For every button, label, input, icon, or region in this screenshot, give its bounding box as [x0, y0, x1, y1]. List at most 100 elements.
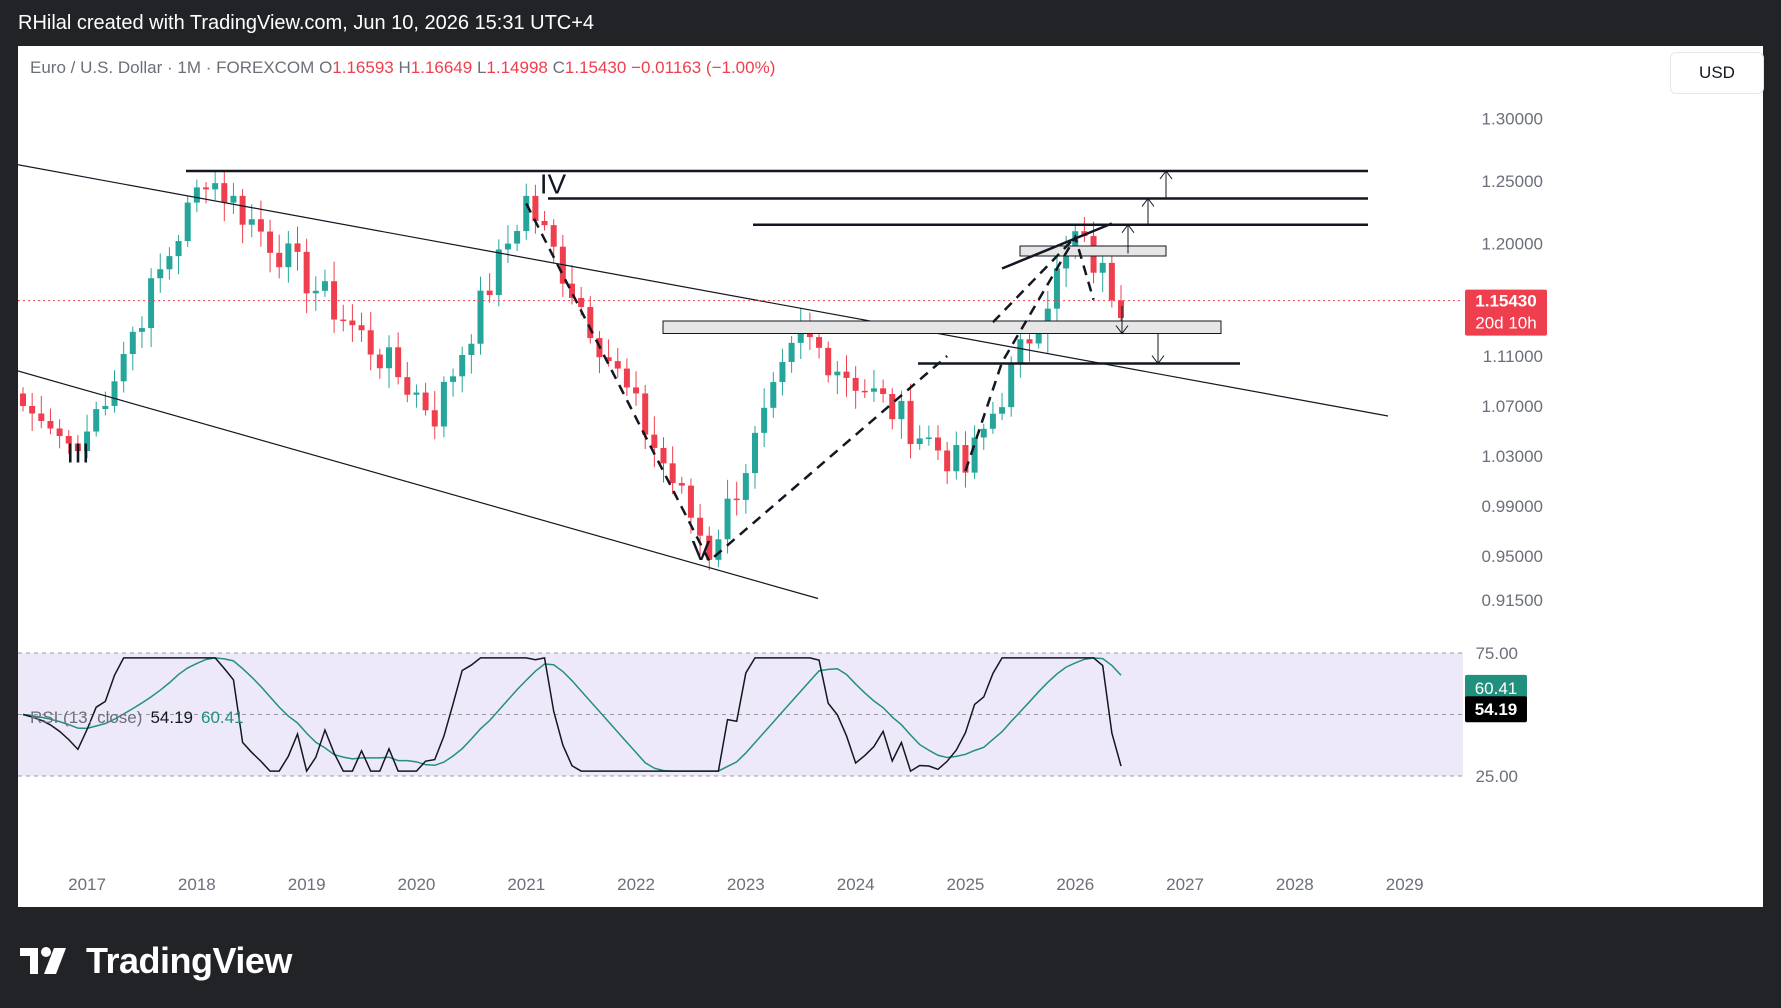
candle-up — [1099, 262, 1106, 273]
candle-up — [413, 392, 420, 395]
price-badge-value: 1.15430 — [1475, 292, 1536, 311]
candle-down — [1026, 339, 1033, 344]
candle-up — [779, 361, 786, 383]
time-axis-label: 2018 — [178, 875, 216, 894]
high-value: 1.16649 — [410, 58, 473, 77]
candle-down — [376, 354, 383, 369]
candle-up — [111, 381, 118, 406]
currency-button[interactable]: USD — [1670, 52, 1764, 94]
candle-up — [523, 195, 530, 232]
candle-up — [953, 445, 960, 472]
symbol-name[interactable]: Euro / U.S. Dollar · 1M · FOREXCOM — [30, 58, 315, 77]
candle-up — [495, 249, 502, 296]
candle-down — [944, 450, 951, 472]
rsi-value: 54.19 — [150, 708, 193, 727]
candle-down — [349, 320, 356, 326]
open-value: 1.16593 — [332, 58, 394, 77]
candle-up — [870, 388, 877, 392]
price-badge — [1465, 289, 1547, 336]
candle-down — [203, 187, 209, 190]
candle-down — [239, 195, 246, 225]
candle-down — [56, 428, 63, 436]
candle-up — [1053, 268, 1060, 309]
rsi-title[interactable]: RSI (13, close) — [30, 708, 143, 727]
candle-up — [450, 376, 457, 382]
candle-down — [642, 393, 649, 435]
candle-up — [84, 431, 91, 451]
candle-up — [93, 409, 100, 432]
wedge-line — [1001, 222, 1113, 270]
wave-path — [992, 236, 1077, 324]
time-axis-label: 2021 — [507, 875, 545, 894]
rsi-ma-value: 60.41 — [200, 708, 244, 727]
rsi-ma-badge — [1465, 674, 1527, 701]
candle-up — [761, 407, 768, 433]
price-chart[interactable]: 1.300001.250001.200001.150001.110001.070… — [18, 46, 1763, 907]
price-axis-tick: 1.07000 — [1482, 397, 1543, 416]
price-axis-tick: 1.03000 — [1482, 447, 1543, 466]
candle-down — [1118, 300, 1124, 318]
candle-up — [1035, 333, 1042, 344]
candle-down — [550, 225, 557, 247]
candle-up — [752, 432, 758, 474]
price-axis-tick: 0.99000 — [1482, 497, 1543, 516]
candle-up — [1017, 339, 1024, 363]
support-zone — [662, 320, 1222, 334]
rsi-badge-value: 54.19 — [1475, 700, 1518, 719]
candle-up — [248, 219, 255, 225]
candle-down — [367, 330, 374, 355]
candle-down — [706, 535, 713, 560]
tradingview-logo[interactable]: TradingView — [20, 940, 292, 982]
open-label: O — [319, 58, 333, 77]
candle-down — [486, 290, 493, 296]
time-axis-label: 2027 — [1166, 875, 1204, 894]
resistance-zone — [1019, 245, 1167, 257]
low-label: L — [476, 58, 487, 77]
candle-down — [669, 463, 676, 484]
channel-lower-line — [18, 370, 819, 600]
candle-up — [285, 243, 292, 268]
time-axis-label: 2024 — [837, 875, 875, 894]
target-arrowhead — [1141, 197, 1155, 207]
candle-up — [898, 400, 905, 420]
candle-up — [102, 405, 109, 410]
rsi-axis-tick: 75.00 — [1475, 644, 1518, 663]
candle-up — [797, 325, 804, 343]
tradingview-logo-icon — [20, 947, 66, 974]
candle-up — [999, 407, 1006, 414]
candle-up — [971, 437, 978, 473]
candle-down — [404, 377, 411, 395]
candle-down — [587, 306, 594, 339]
chart-panel[interactable]: 1.300001.250001.200001.150001.110001.070… — [18, 46, 1764, 907]
candle-up — [1063, 249, 1070, 269]
price-axis-tick: 1.25000 — [1482, 172, 1543, 191]
price-axis-tick: 0.91500 — [1482, 591, 1543, 610]
candle-down — [935, 437, 941, 451]
candle-down — [605, 357, 612, 362]
candle-down — [687, 485, 694, 518]
candle-down — [276, 252, 283, 268]
candle-down — [889, 393, 896, 420]
candle-up — [157, 269, 164, 279]
candle-up — [386, 347, 392, 369]
candle-down — [651, 434, 658, 448]
candle-up — [504, 243, 511, 250]
candle-down — [65, 436, 72, 444]
candle-up — [120, 354, 127, 382]
wave-label-iii: III — [66, 437, 89, 468]
candle-up — [925, 437, 932, 440]
candle-down — [74, 443, 81, 451]
candle-up — [468, 343, 475, 355]
time-axis-label: 2028 — [1276, 875, 1314, 894]
time-axis-label: 2025 — [947, 875, 985, 894]
high-label: H — [398, 58, 411, 77]
price-axis-tick: 1.11000 — [1483, 347, 1543, 366]
candle-down — [660, 447, 667, 464]
candle-down — [267, 231, 274, 253]
price-axis-tick: 1.20000 — [1482, 235, 1543, 254]
footer-brand: TradingView — [86, 940, 292, 981]
candle-down — [678, 483, 685, 486]
candle-up — [184, 202, 191, 242]
candle-down — [294, 243, 301, 252]
target-arrowhead — [1121, 223, 1135, 234]
